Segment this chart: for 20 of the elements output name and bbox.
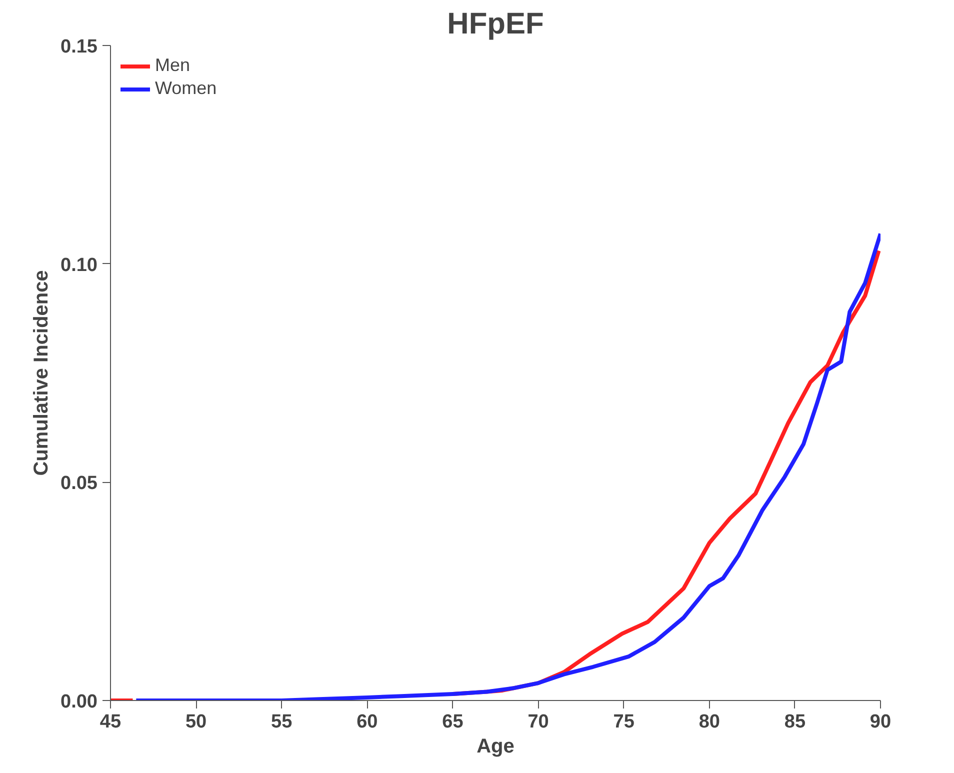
chart-title: HFpEF [447,8,544,40]
x-tick-label: 80 [698,712,720,732]
x-tick-label: 45 [100,712,122,732]
x-tick-label: 60 [356,712,378,732]
x-tick-label: 55 [271,712,293,732]
legend-label: Women [155,78,217,99]
y-tick-label: 0.15 [60,36,98,58]
y-tick-label: 0.10 [60,254,98,276]
line-series [134,232,880,700]
y-tick-label: 0.00 [60,692,98,712]
y-tick-label: 0.05 [60,473,98,494]
x-tick-label: 75 [613,712,635,732]
y-axis-title: Cumulative Incidence [30,270,53,476]
x-tick-label: 50 [185,712,207,732]
x-tick-label: 85 [784,712,806,732]
x-tick-label: 90 [870,712,892,732]
x-tick-label: 70 [528,712,549,732]
legend-label: Men [155,55,190,76]
x-tick-label: 65 [442,712,464,732]
x-axis-title: Age [476,736,514,758]
